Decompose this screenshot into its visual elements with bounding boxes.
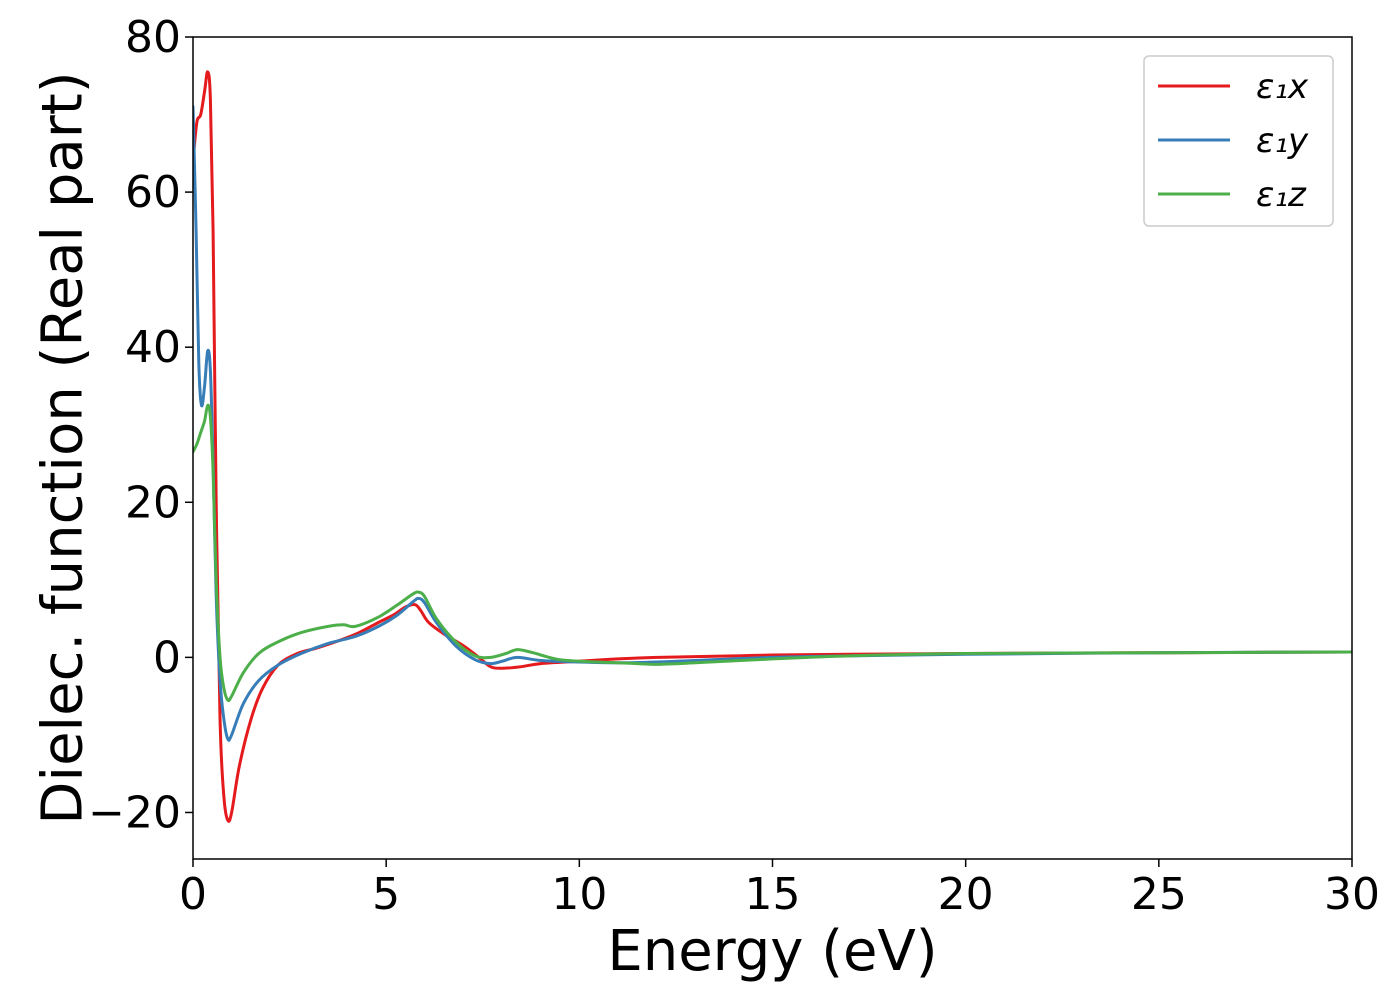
series-line-y <box>193 105 1352 742</box>
y-tick-label: 0 <box>153 632 181 683</box>
x-axis-label: Energy (eV) <box>607 919 937 984</box>
legend-label: ε₁z <box>1256 175 1307 215</box>
x-tick-label: 5 <box>372 869 400 920</box>
legend: ε₁x ε₁y ε₁z <box>1143 55 1334 227</box>
x-tick-label: 10 <box>551 869 607 920</box>
x-tick-label: 30 <box>1324 869 1380 920</box>
x-tick-label: 15 <box>745 869 801 920</box>
y-axis-ticks: −20 0 20 40 60 80 <box>88 12 193 838</box>
legend-label: ε₁y <box>1256 121 1309 161</box>
x-tick-label: 20 <box>938 869 994 920</box>
x-tick-label: 0 <box>179 869 207 920</box>
x-tick-label: 25 <box>1131 869 1187 920</box>
series-line-x <box>193 70 1352 823</box>
y-tick-label: 60 <box>125 167 181 218</box>
series-line-z <box>193 403 1352 703</box>
x-axis-ticks: 0 5 10 15 20 25 30 <box>179 859 1380 920</box>
y-tick-label: 80 <box>125 12 181 63</box>
y-tick-label: 20 <box>125 477 181 528</box>
legend-label: ε₁x <box>1256 67 1309 107</box>
y-tick-label: 40 <box>125 322 181 373</box>
y-tick-label: −20 <box>88 787 181 838</box>
y-axis-label: Dielec. function (Real part) <box>31 71 96 824</box>
series-lines <box>193 70 1352 823</box>
legend-box <box>1143 55 1334 227</box>
